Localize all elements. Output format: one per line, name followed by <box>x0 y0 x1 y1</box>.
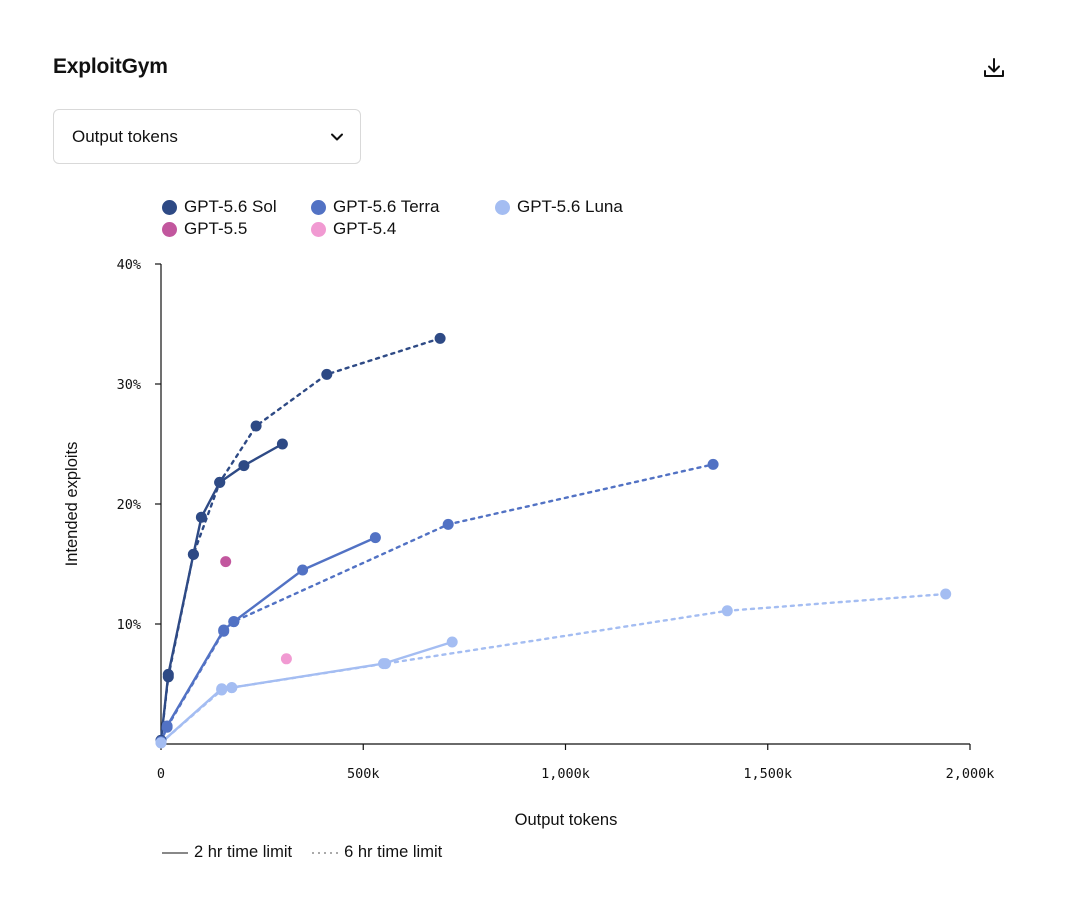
legend-item-gpt-5-6-terra[interactable]: GPT-5.6 Terra <box>311 197 477 217</box>
solid-line-icon <box>162 851 188 854</box>
legend-item-gpt-5-6-sol[interactable]: GPT-5.6 Sol <box>162 197 293 217</box>
legend-swatch <box>162 221 177 237</box>
data-point-gpt-5-6-terra[interactable] <box>707 458 719 470</box>
data-point-gpt-5-6-terra[interactable] <box>161 721 173 733</box>
dashed-line-label: 6 hr time limit <box>344 843 443 861</box>
legend-swatch <box>162 199 177 215</box>
data-point-gpt-5-6-sol[interactable] <box>276 438 288 450</box>
data-point-gpt-5-6-sol[interactable] <box>214 476 226 488</box>
legend-item-gpt-5-5[interactable]: GPT-5.5 <box>162 219 293 239</box>
data-point-gpt-5-6-terra[interactable] <box>297 564 309 576</box>
y-tick-label: 20% <box>117 497 141 513</box>
data-point-gpt-5-6-luna[interactable] <box>446 636 458 648</box>
line-style-legend: 2 hr time limit 6 hr time limit <box>162 843 462 862</box>
data-point-gpt-5-6-sol[interactable] <box>434 332 446 344</box>
legend-swatch <box>495 199 510 215</box>
x-tick-label: 1,000k <box>541 766 590 782</box>
y-tick-label: 30% <box>117 377 141 393</box>
legend-label: GPT-5.6 Luna <box>517 197 623 216</box>
series-legend: GPT-5.6 Sol GPT-5.6 Terra GPT-5.6 Luna G… <box>162 196 641 240</box>
series-line-gpt-5-6-luna-solid[interactable] <box>159 640 454 744</box>
solid-line-label: 2 hr time limit <box>194 843 293 861</box>
legend-solid-line: 2 hr time limit <box>162 843 292 862</box>
data-point-gpt-5-6-sol[interactable] <box>195 511 207 523</box>
data-point-gpt-5-6-terra[interactable] <box>228 616 240 628</box>
data-point-gpt-5-6-sol[interactable] <box>187 548 199 560</box>
legend-label: GPT-5.6 Sol <box>184 197 277 216</box>
data-point-gpt-5-6-sol[interactable] <box>162 671 174 683</box>
data-point-gpt-5-4[interactable] <box>280 653 292 665</box>
data-point-gpt-5-6-terra[interactable] <box>442 518 454 530</box>
data-point-gpt-5-5[interactable] <box>220 556 232 568</box>
data-point-gpt-5-6-terra[interactable] <box>218 625 230 637</box>
legend-item-gpt-5-4[interactable]: GPT-5.4 <box>311 219 477 239</box>
metric-select-value: Output tokens <box>72 127 178 146</box>
data-point-gpt-5-6-luna[interactable] <box>216 684 228 696</box>
chart-title: ExploitGym <box>53 55 168 78</box>
metric-select[interactable]: Output tokens <box>53 109 361 164</box>
y-tick-label: 10% <box>117 617 141 633</box>
series-line-gpt-5-6-sol-dashed[interactable] <box>159 337 442 742</box>
data-point-gpt-5-6-luna[interactable] <box>721 605 733 617</box>
legend-label: GPT-5.5 <box>184 219 248 238</box>
dashed-line-icon <box>312 851 339 854</box>
y-axis-label: Intended exploits <box>63 442 81 567</box>
x-axis-label: Output tokens <box>515 811 618 829</box>
chevron-down-icon <box>331 133 343 141</box>
legend-swatch <box>311 221 326 237</box>
legend-item-gpt-5-6-luna[interactable]: GPT-5.6 Luna <box>495 197 623 217</box>
legend-swatch <box>311 199 326 215</box>
y-tick-label: 40% <box>117 257 141 273</box>
data-point-gpt-5-6-sol[interactable] <box>250 420 262 432</box>
download-icon[interactable] <box>980 54 1008 82</box>
series-line-gpt-5-6-sol-solid[interactable] <box>159 442 284 742</box>
data-point-gpt-5-6-luna[interactable] <box>155 737 167 749</box>
data-point-gpt-5-6-luna[interactable] <box>226 682 238 694</box>
series-line-gpt-5-6-luna-dashed[interactable] <box>159 592 947 744</box>
legend-label: GPT-5.4 <box>333 219 397 238</box>
legend-label: GPT-5.6 Terra <box>333 197 440 216</box>
data-point-gpt-5-6-luna[interactable] <box>380 658 391 670</box>
data-point-gpt-5-6-sol[interactable] <box>321 368 333 380</box>
data-point-gpt-5-6-luna[interactable] <box>940 588 952 600</box>
x-tick-label: 2,000k <box>946 766 995 782</box>
x-tick-label: 500k <box>347 766 380 782</box>
x-tick-label: 0 <box>157 766 165 782</box>
data-point-gpt-5-6-terra[interactable] <box>369 532 381 544</box>
series-line-gpt-5-6-terra-solid[interactable] <box>159 536 377 743</box>
data-point-gpt-5-6-sol[interactable] <box>238 460 250 472</box>
x-tick-label: 1,500k <box>743 766 792 782</box>
series-line-gpt-5-6-terra-dashed[interactable] <box>159 463 715 743</box>
legend-dashed-line: 6 hr time limit <box>312 843 442 862</box>
